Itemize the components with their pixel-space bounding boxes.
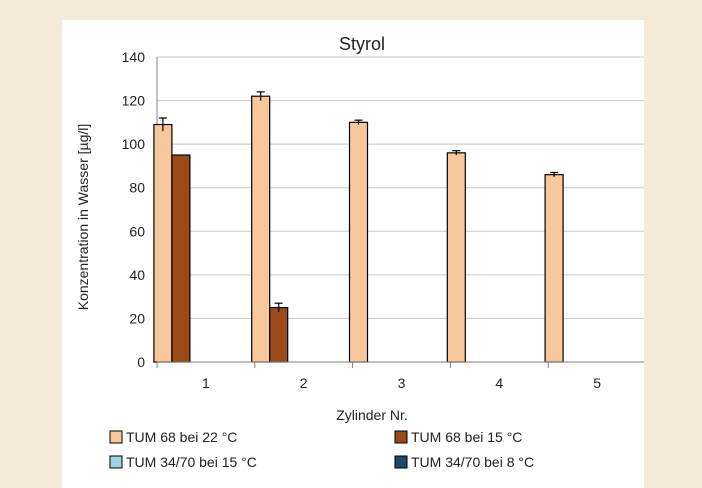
y-tick-label: 60	[129, 223, 145, 239]
legend-swatch	[394, 430, 408, 444]
error-bar-group	[158, 91, 559, 312]
y-tick-label: 0	[137, 354, 145, 370]
legend-label: TUM 68 bei 15 °C	[411, 429, 522, 445]
x-tick-label: 2	[300, 375, 308, 391]
y-tick-label: 80	[129, 180, 145, 196]
gridlines	[156, 56, 644, 362]
x-tick-labels: 1 2 3 4 5	[156, 362, 601, 391]
y-tick-label: 120	[122, 93, 146, 109]
x-tick-label: 3	[398, 375, 406, 391]
bar-group	[153, 95, 564, 363]
legend-swatch	[109, 455, 123, 469]
y-axis-title: Konzentration in Wasser [µg/l]	[75, 124, 91, 311]
y-tick-label: 140	[122, 49, 146, 65]
bar	[348, 121, 369, 363]
bar	[269, 306, 289, 363]
legend-label: TUM 68 bei 22 °C	[126, 429, 237, 445]
bar	[153, 123, 173, 363]
y-tick-label: 20	[129, 310, 145, 326]
bar	[251, 95, 271, 363]
bar	[171, 154, 191, 363]
legend-swatch	[109, 430, 123, 444]
x-tick-label: 5	[593, 375, 601, 391]
x-tick-label: 4	[495, 375, 503, 391]
y-tick-label: 100	[122, 136, 146, 152]
chart-frame: Styrol Konzentration in Wasser [µg/l] 0 2…	[62, 20, 644, 488]
chart-title: Styrol	[339, 34, 385, 54]
bar	[544, 174, 564, 363]
y-tick-labels: 0 20 40 60 80 100 120 140	[122, 49, 146, 370]
legend-label: TUM 34/70 bei 15 °C	[126, 454, 257, 470]
chart-svg: Styrol Konzentration in Wasser [µg/l] 0 2…	[75, 34, 644, 470]
legend-label: TUM 34/70 bei 8 °C	[411, 454, 534, 470]
bar	[446, 152, 466, 363]
x-tick-label: 1	[202, 375, 210, 391]
legend: TUM 68 bei 22 °C TUM 68 bei 15 °C TUM 34/7…	[109, 429, 534, 470]
y-tick-label: 40	[129, 267, 145, 283]
x-axis-title: Zylinder Nr.	[336, 407, 408, 423]
legend-swatch	[394, 455, 408, 469]
